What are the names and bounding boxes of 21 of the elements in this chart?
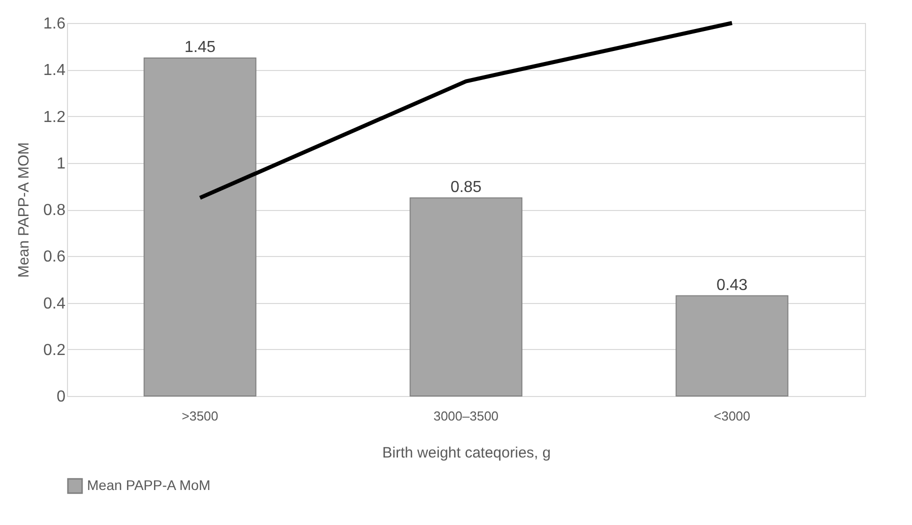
x-tick-label: <3000 — [714, 408, 750, 424]
y-tick-label: 0.8 — [43, 202, 66, 219]
legend-label: Mean PAPP-A MoM — [87, 477, 210, 493]
y-tick-label: 0.4 — [43, 295, 66, 312]
y-tick-label: 1 — [56, 155, 66, 172]
bar — [410, 197, 522, 396]
bar — [144, 57, 256, 396]
bar — [676, 295, 788, 396]
x-tick-label: >3500 — [182, 408, 218, 424]
x-tick-label: 3000–3500 — [433, 408, 499, 424]
y-tick-label: 1.6 — [43, 16, 66, 32]
y-axis-title: Mean PAPP-A MOM — [15, 142, 32, 278]
data-label: 0.85 — [450, 178, 482, 196]
y-tick-label: 0 — [56, 388, 66, 406]
y-tick-label: 1.2 — [43, 108, 66, 126]
y-tick-label: 0.6 — [43, 248, 66, 266]
data-label: 1.45 — [184, 38, 216, 56]
y-tick-label: 1.4 — [43, 62, 66, 80]
y-tick-label: 0.2 — [43, 342, 66, 359]
data-label: 0.43 — [716, 276, 748, 294]
x-axis-title: Birth weight cateqories, g — [382, 444, 551, 462]
